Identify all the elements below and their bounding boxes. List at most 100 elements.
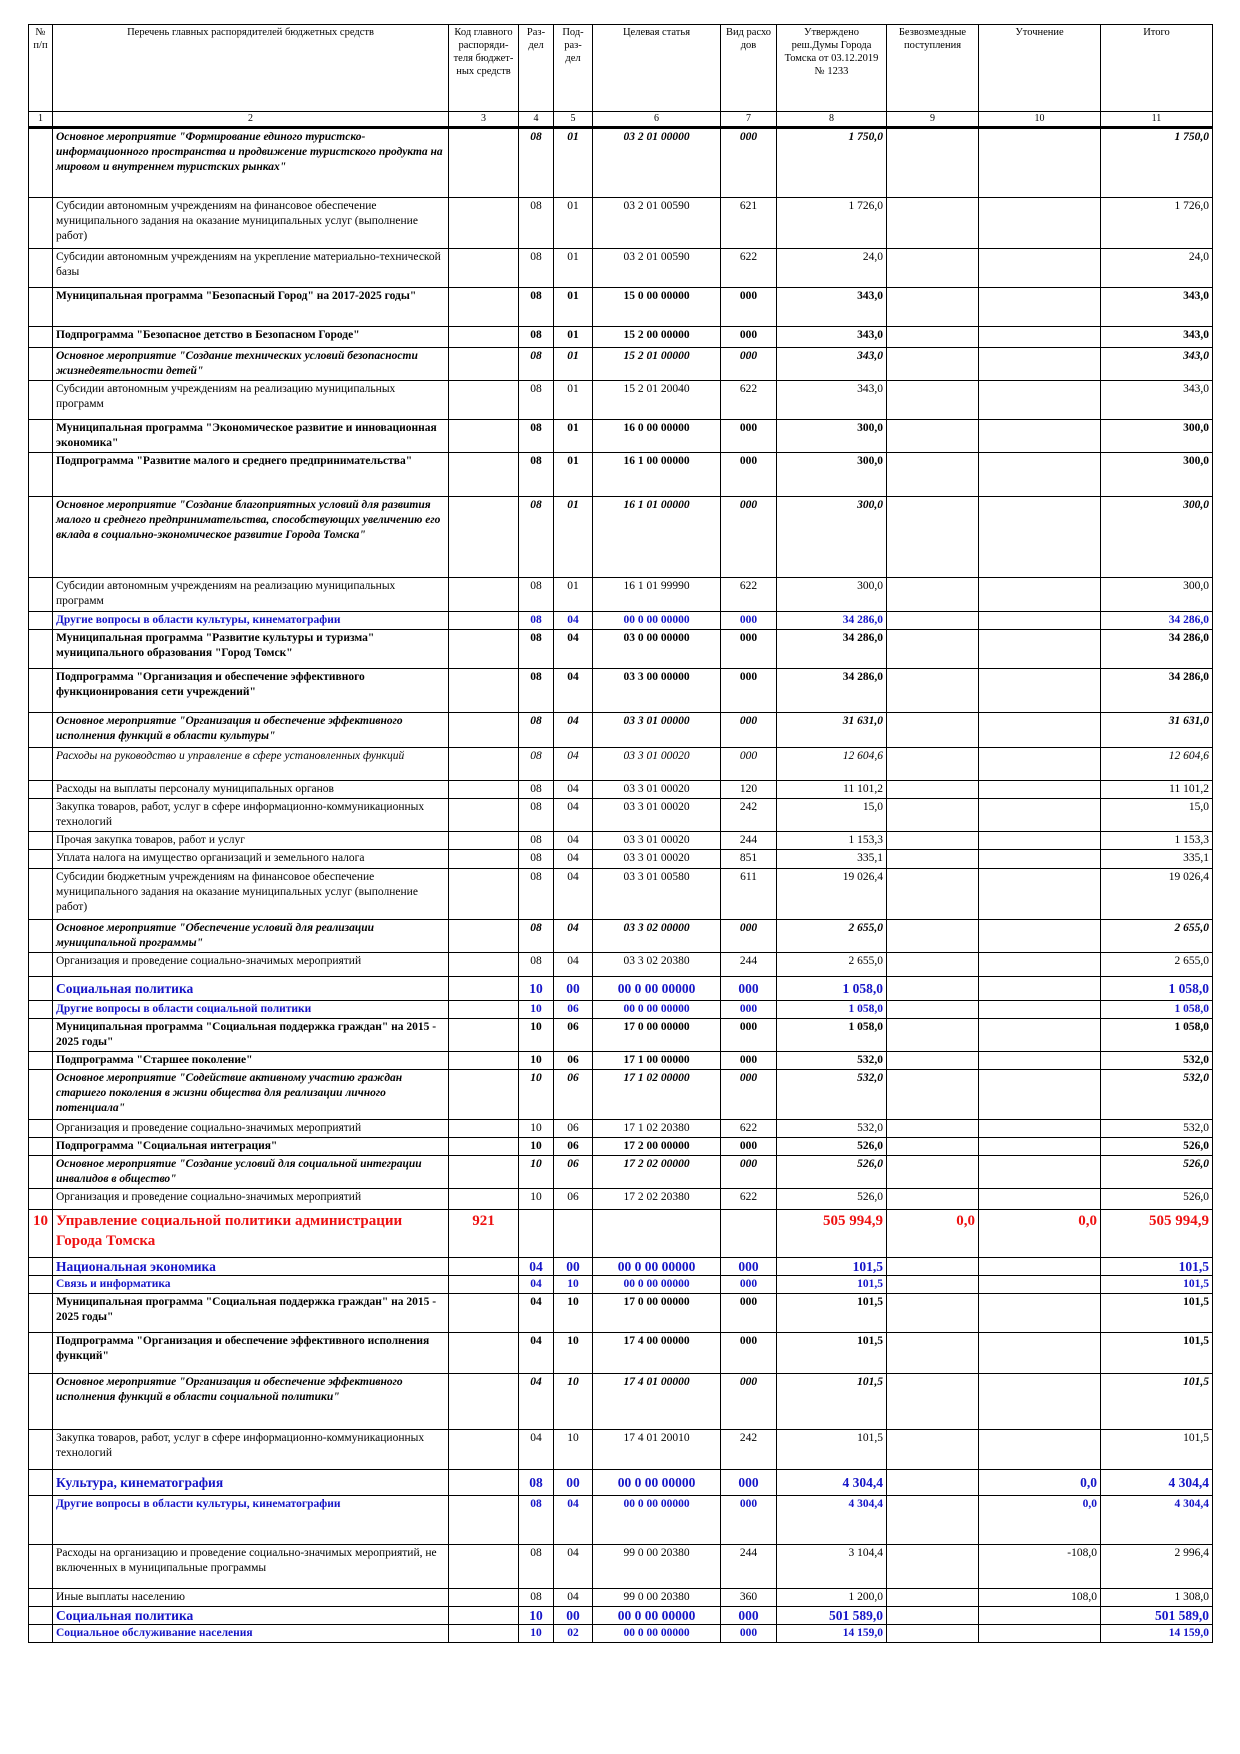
table-cell: 01 xyxy=(553,287,593,327)
table-cell: 01 xyxy=(553,197,593,249)
table-cell: 532,0 xyxy=(776,1119,887,1138)
table-cell: 08 xyxy=(518,380,554,420)
table-cell xyxy=(448,831,519,850)
table-cell: 000 xyxy=(720,326,777,348)
table-cell: 000 xyxy=(720,611,777,630)
table-cell: 08 xyxy=(518,668,554,713)
table-cell: Основное мероприятие "Обеспечение услови… xyxy=(52,919,449,953)
table-cell xyxy=(886,347,979,381)
table-cell: 360 xyxy=(720,1588,777,1607)
table-cell: 99 0 00 20380 xyxy=(592,1544,721,1589)
table-cell: 120 xyxy=(720,780,777,799)
table-cell: 343,0 xyxy=(1100,347,1213,381)
table-row: Организация и проведение социально-значи… xyxy=(28,952,1213,977)
table-cell: 1 058,0 xyxy=(1100,976,1213,1001)
table-cell xyxy=(448,380,519,420)
table-cell: 17 4 01 20010 xyxy=(592,1429,721,1470)
table-cell: 01 xyxy=(553,248,593,288)
table-cell: 532,0 xyxy=(1100,1069,1213,1120)
table-cell: Подпрограмма "Организация и обеспечение … xyxy=(52,1332,449,1374)
table-cell xyxy=(886,1588,979,1607)
table-cell xyxy=(978,347,1101,381)
column-number: 5 xyxy=(553,111,593,129)
table-cell: 1 153,3 xyxy=(1100,831,1213,850)
table-cell xyxy=(28,1275,53,1294)
table-cell: 101,5 xyxy=(776,1332,887,1374)
table-cell xyxy=(886,1188,979,1210)
table-cell xyxy=(28,1495,53,1545)
table-row: Субсидии автономным учреждениям на реали… xyxy=(28,380,1213,420)
header-cell: Итого xyxy=(1100,24,1213,112)
table-cell: 000 xyxy=(720,976,777,1001)
table-cell xyxy=(28,248,53,288)
table-cell xyxy=(448,1051,519,1070)
table-cell: 04 xyxy=(553,1588,593,1607)
table-cell: 19 026,4 xyxy=(1100,868,1213,920)
table-cell: 0,0 xyxy=(978,1495,1101,1545)
table-row: Расходы на организацию и проведение соци… xyxy=(28,1544,1213,1589)
table-cell: 04 xyxy=(553,919,593,953)
table-cell: Закупка товаров, работ, услуг в сфере ин… xyxy=(52,798,449,832)
table-row: Подпрограмма "Социальная интеграция" 10 06… xyxy=(28,1137,1213,1156)
table-cell xyxy=(978,1293,1101,1333)
table-cell: 00 xyxy=(553,1257,593,1276)
table-row: Субсидии автономным учреждениям на реали… xyxy=(28,577,1213,612)
table-cell: 000 xyxy=(720,287,777,327)
table-cell: 0,0 xyxy=(978,1469,1101,1496)
table-cell: 000 xyxy=(720,1069,777,1120)
table-cell: 03 2 01 00590 xyxy=(592,248,721,288)
table-cell: Расходы на выплаты персоналу муниципальн… xyxy=(52,780,449,799)
table-cell xyxy=(28,780,53,799)
table-cell: 101,5 xyxy=(776,1257,887,1276)
table-cell xyxy=(978,1606,1101,1625)
table-cell xyxy=(886,1429,979,1470)
table-row: Социальная политика 10 00 00 0 00 00000 000 1… xyxy=(28,976,1213,1001)
table-cell: 526,0 xyxy=(776,1188,887,1210)
table-cell: 03 3 01 00020 xyxy=(592,831,721,850)
table-cell xyxy=(978,380,1101,420)
table-cell: 08 xyxy=(518,1544,554,1589)
column-number: 11 xyxy=(1100,111,1213,129)
table-cell xyxy=(28,629,53,669)
table-body: Основное мероприятие "Формирование едино… xyxy=(28,127,1213,1643)
table-cell: 01 xyxy=(553,326,593,348)
table-cell: 000 xyxy=(720,1155,777,1189)
table-cell xyxy=(886,1332,979,1374)
table-cell xyxy=(28,1155,53,1189)
table-cell xyxy=(978,248,1101,288)
table-cell: 343,0 xyxy=(776,380,887,420)
table-cell xyxy=(448,668,519,713)
table-cell xyxy=(886,798,979,832)
table-row: Основное мероприятие "Формирование едино… xyxy=(28,127,1213,198)
table-cell: 101,5 xyxy=(776,1373,887,1430)
table-cell: 08 xyxy=(518,629,554,669)
table-cell: 08 xyxy=(518,248,554,288)
table-cell: 02 xyxy=(553,1624,593,1643)
table-cell: 01 xyxy=(553,577,593,612)
table-cell: 000 xyxy=(720,1495,777,1545)
table-cell: 1 058,0 xyxy=(1100,1018,1213,1052)
table-cell: 335,1 xyxy=(1100,849,1213,869)
table-cell xyxy=(448,780,519,799)
table-cell: 10 xyxy=(553,1429,593,1470)
table-cell xyxy=(886,496,979,578)
table-cell: 501 589,0 xyxy=(776,1606,887,1625)
table-row: Другие вопросы в области культуры, кинем… xyxy=(28,1495,1213,1545)
table-cell: 000 xyxy=(720,919,777,953)
table-cell: 08 xyxy=(518,831,554,850)
table-cell: Основное мероприятие "Формирование едино… xyxy=(52,127,449,198)
table-cell: 1 750,0 xyxy=(776,127,887,198)
table-cell xyxy=(978,127,1101,198)
table-cell: Социальное обслуживание населения xyxy=(52,1624,449,1643)
table-row: Подпрограмма "Развитие малого и среднего… xyxy=(28,452,1213,497)
table-cell xyxy=(886,712,979,748)
table-row: Основное мероприятие "Создание техническ… xyxy=(28,347,1213,381)
table-cell: 06 xyxy=(553,1137,593,1156)
table-cell: 101,5 xyxy=(1100,1332,1213,1374)
table-cell xyxy=(978,1119,1101,1138)
table-cell xyxy=(592,1209,721,1258)
table-cell: Подпрограмма "Организация и обеспечение … xyxy=(52,668,449,713)
table-cell: 03 3 02 20380 xyxy=(592,952,721,977)
table-cell xyxy=(28,1429,53,1470)
